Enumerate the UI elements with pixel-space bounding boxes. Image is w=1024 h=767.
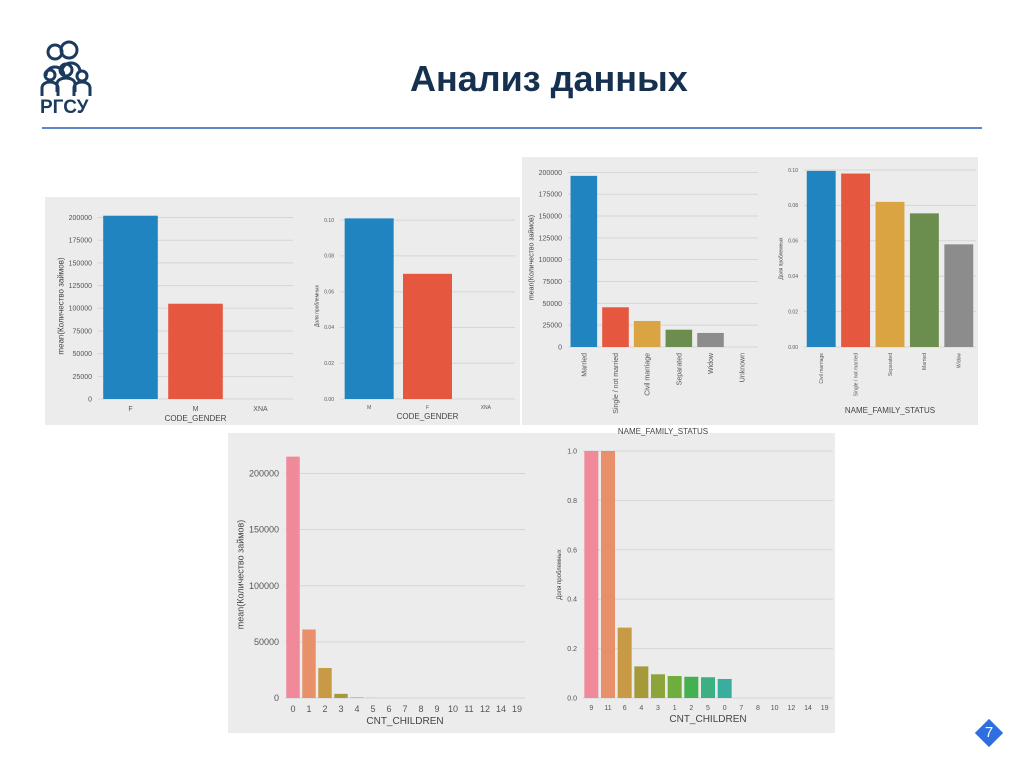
logo-text: РГСУ (40, 97, 89, 118)
chart-panel-children (228, 433, 835, 733)
chart-panel-family (522, 157, 978, 425)
people-group-icon (40, 40, 92, 96)
title-divider (42, 127, 982, 129)
page-number: 7 (984, 724, 994, 741)
rgsu-logo (38, 40, 98, 124)
page-title: Анализ данных (410, 58, 688, 99)
page-number-badge: 7 (974, 718, 1004, 748)
chart-panel-gender (45, 197, 520, 425)
